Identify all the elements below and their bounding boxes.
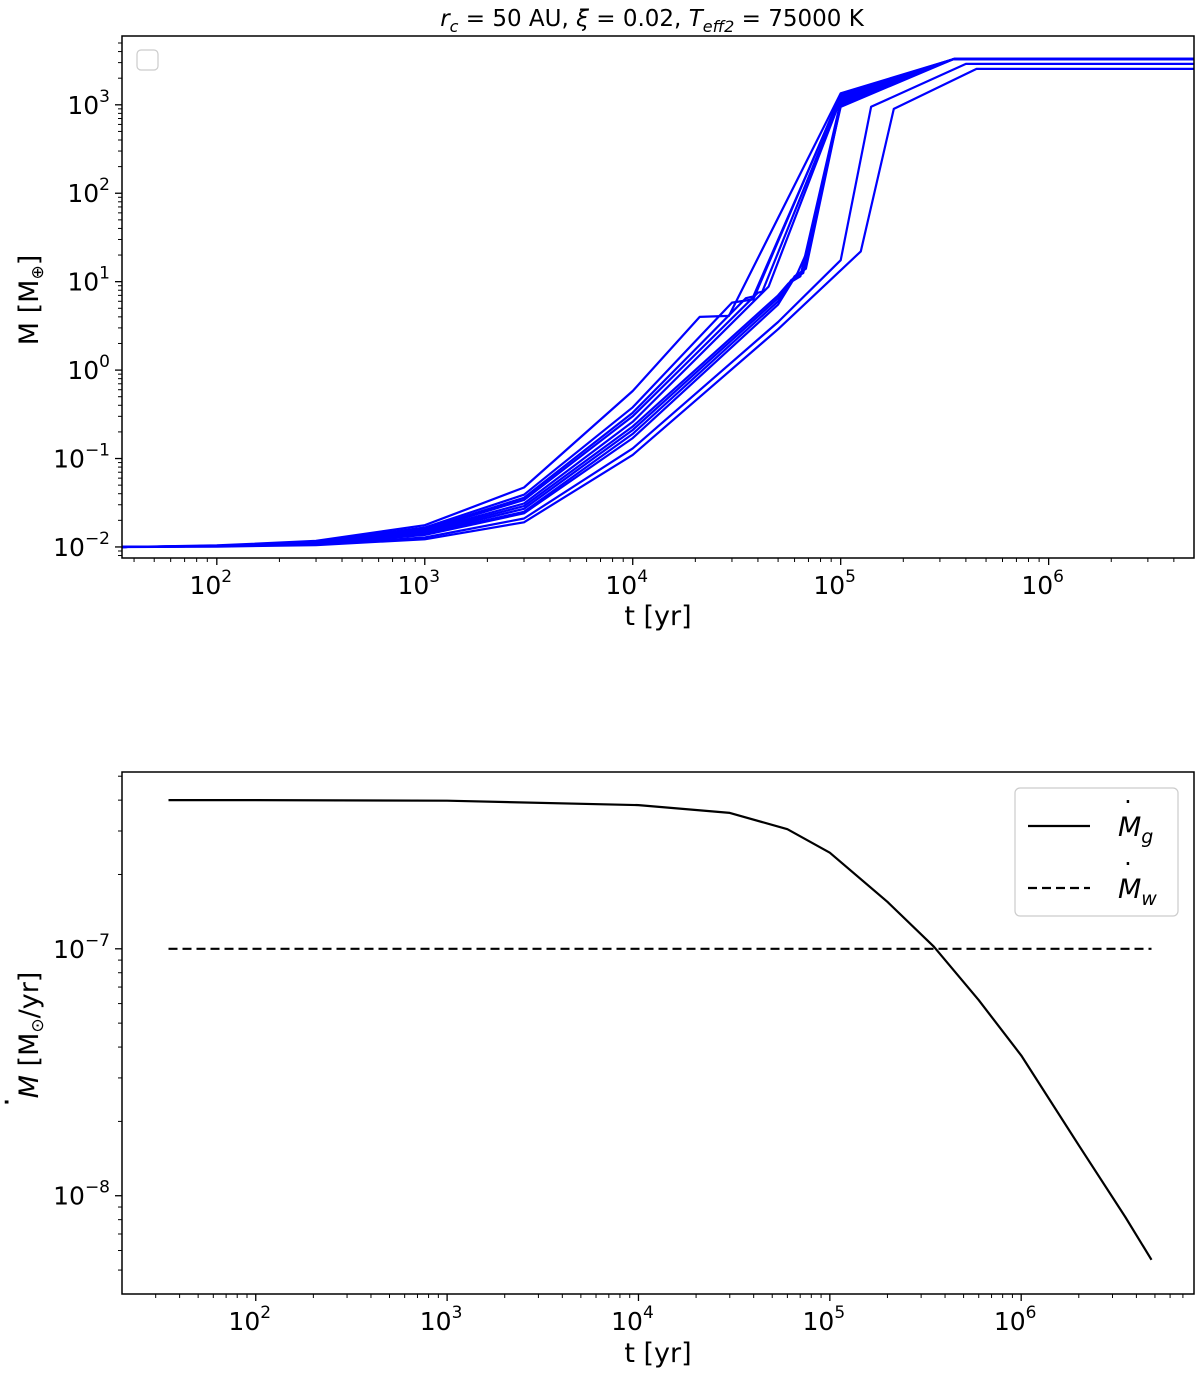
series-line-3 xyxy=(121,57,1194,549)
series-line-6 xyxy=(121,57,1194,549)
x-axis-label: t [yr] xyxy=(624,1338,691,1369)
x-tick-label: 106 xyxy=(1021,567,1064,600)
x-tick-label: 104 xyxy=(611,1303,654,1336)
y-axis-ticks: 10−2 10−1 100 101 102 103 xyxy=(53,42,122,562)
series-line-0 xyxy=(168,799,1153,1261)
y-tick-label: 10−8 xyxy=(53,1178,110,1211)
legend-label-mw: Mw xyxy=(1118,874,1157,910)
legend-frame xyxy=(1014,787,1179,917)
x-axis-ticks: 102 103 104 105 106 xyxy=(155,1294,1184,1336)
y-tick-label: 101 xyxy=(67,264,110,297)
y-axis-label-dot: · xyxy=(0,1097,25,1107)
x-tick-label: 102 xyxy=(189,567,232,600)
x-tick-label: 105 xyxy=(803,1303,846,1336)
mass-growth-panel: rc = 50 AU, ξ = 0.02, Teff2 = 75000 K 10… xyxy=(14,6,1195,632)
y-tick-label: 10−7 xyxy=(53,931,110,964)
series-line-0 xyxy=(121,57,1194,549)
x-tick-label: 102 xyxy=(228,1303,271,1336)
y-tick-label: 102 xyxy=(67,175,110,208)
series-line-5 xyxy=(121,57,1194,549)
y-axis-label: M [M⊙/yr] xyxy=(14,972,48,1099)
accretion-rate-panel: 102 103 104 105 106 10−7 10−8 t [yr] M [M⊙/yr… xyxy=(0,771,1195,1369)
y-tick-label: 10−2 xyxy=(53,529,110,562)
mass-curves xyxy=(121,57,1194,549)
x-tick-label: 104 xyxy=(605,567,648,600)
series-line-10 xyxy=(121,67,1194,549)
y-axis-ticks: 10−7 10−8 xyxy=(53,775,122,1271)
legend-dot-mw: · xyxy=(1124,850,1132,878)
y-tick-label: 100 xyxy=(67,352,110,385)
x-tick-label: 103 xyxy=(420,1303,463,1336)
series-line-9 xyxy=(121,62,1194,549)
x-tick-label: 103 xyxy=(397,567,440,600)
series-line-1 xyxy=(121,57,1194,549)
chart-title: rc = 50 AU, ξ = 0.02, Teff2 = 75000 K xyxy=(440,6,865,36)
y-tick-label: 103 xyxy=(67,87,110,120)
series-line-4 xyxy=(121,57,1194,549)
rate-curves xyxy=(168,799,1153,1261)
series-line-8 xyxy=(121,57,1194,549)
x-tick-label: 106 xyxy=(994,1303,1037,1336)
plot-frame xyxy=(121,771,1195,1295)
x-tick-label: 105 xyxy=(813,567,856,600)
empty-legend-box xyxy=(136,49,159,71)
plot-frame xyxy=(121,35,1195,559)
series-line-2 xyxy=(121,57,1194,549)
series-line-7 xyxy=(121,57,1194,549)
legend-label-mg: Mg xyxy=(1118,812,1153,848)
legend-dot-mg: · xyxy=(1124,788,1132,816)
x-axis-ticks: 102 103 104 105 106 xyxy=(133,558,1175,600)
y-axis-label: M [M⊕] xyxy=(14,255,48,346)
legend: Mg · Mw · xyxy=(1014,787,1179,917)
y-tick-label: 10−1 xyxy=(53,441,110,474)
x-axis-label: t [yr] xyxy=(624,601,691,632)
